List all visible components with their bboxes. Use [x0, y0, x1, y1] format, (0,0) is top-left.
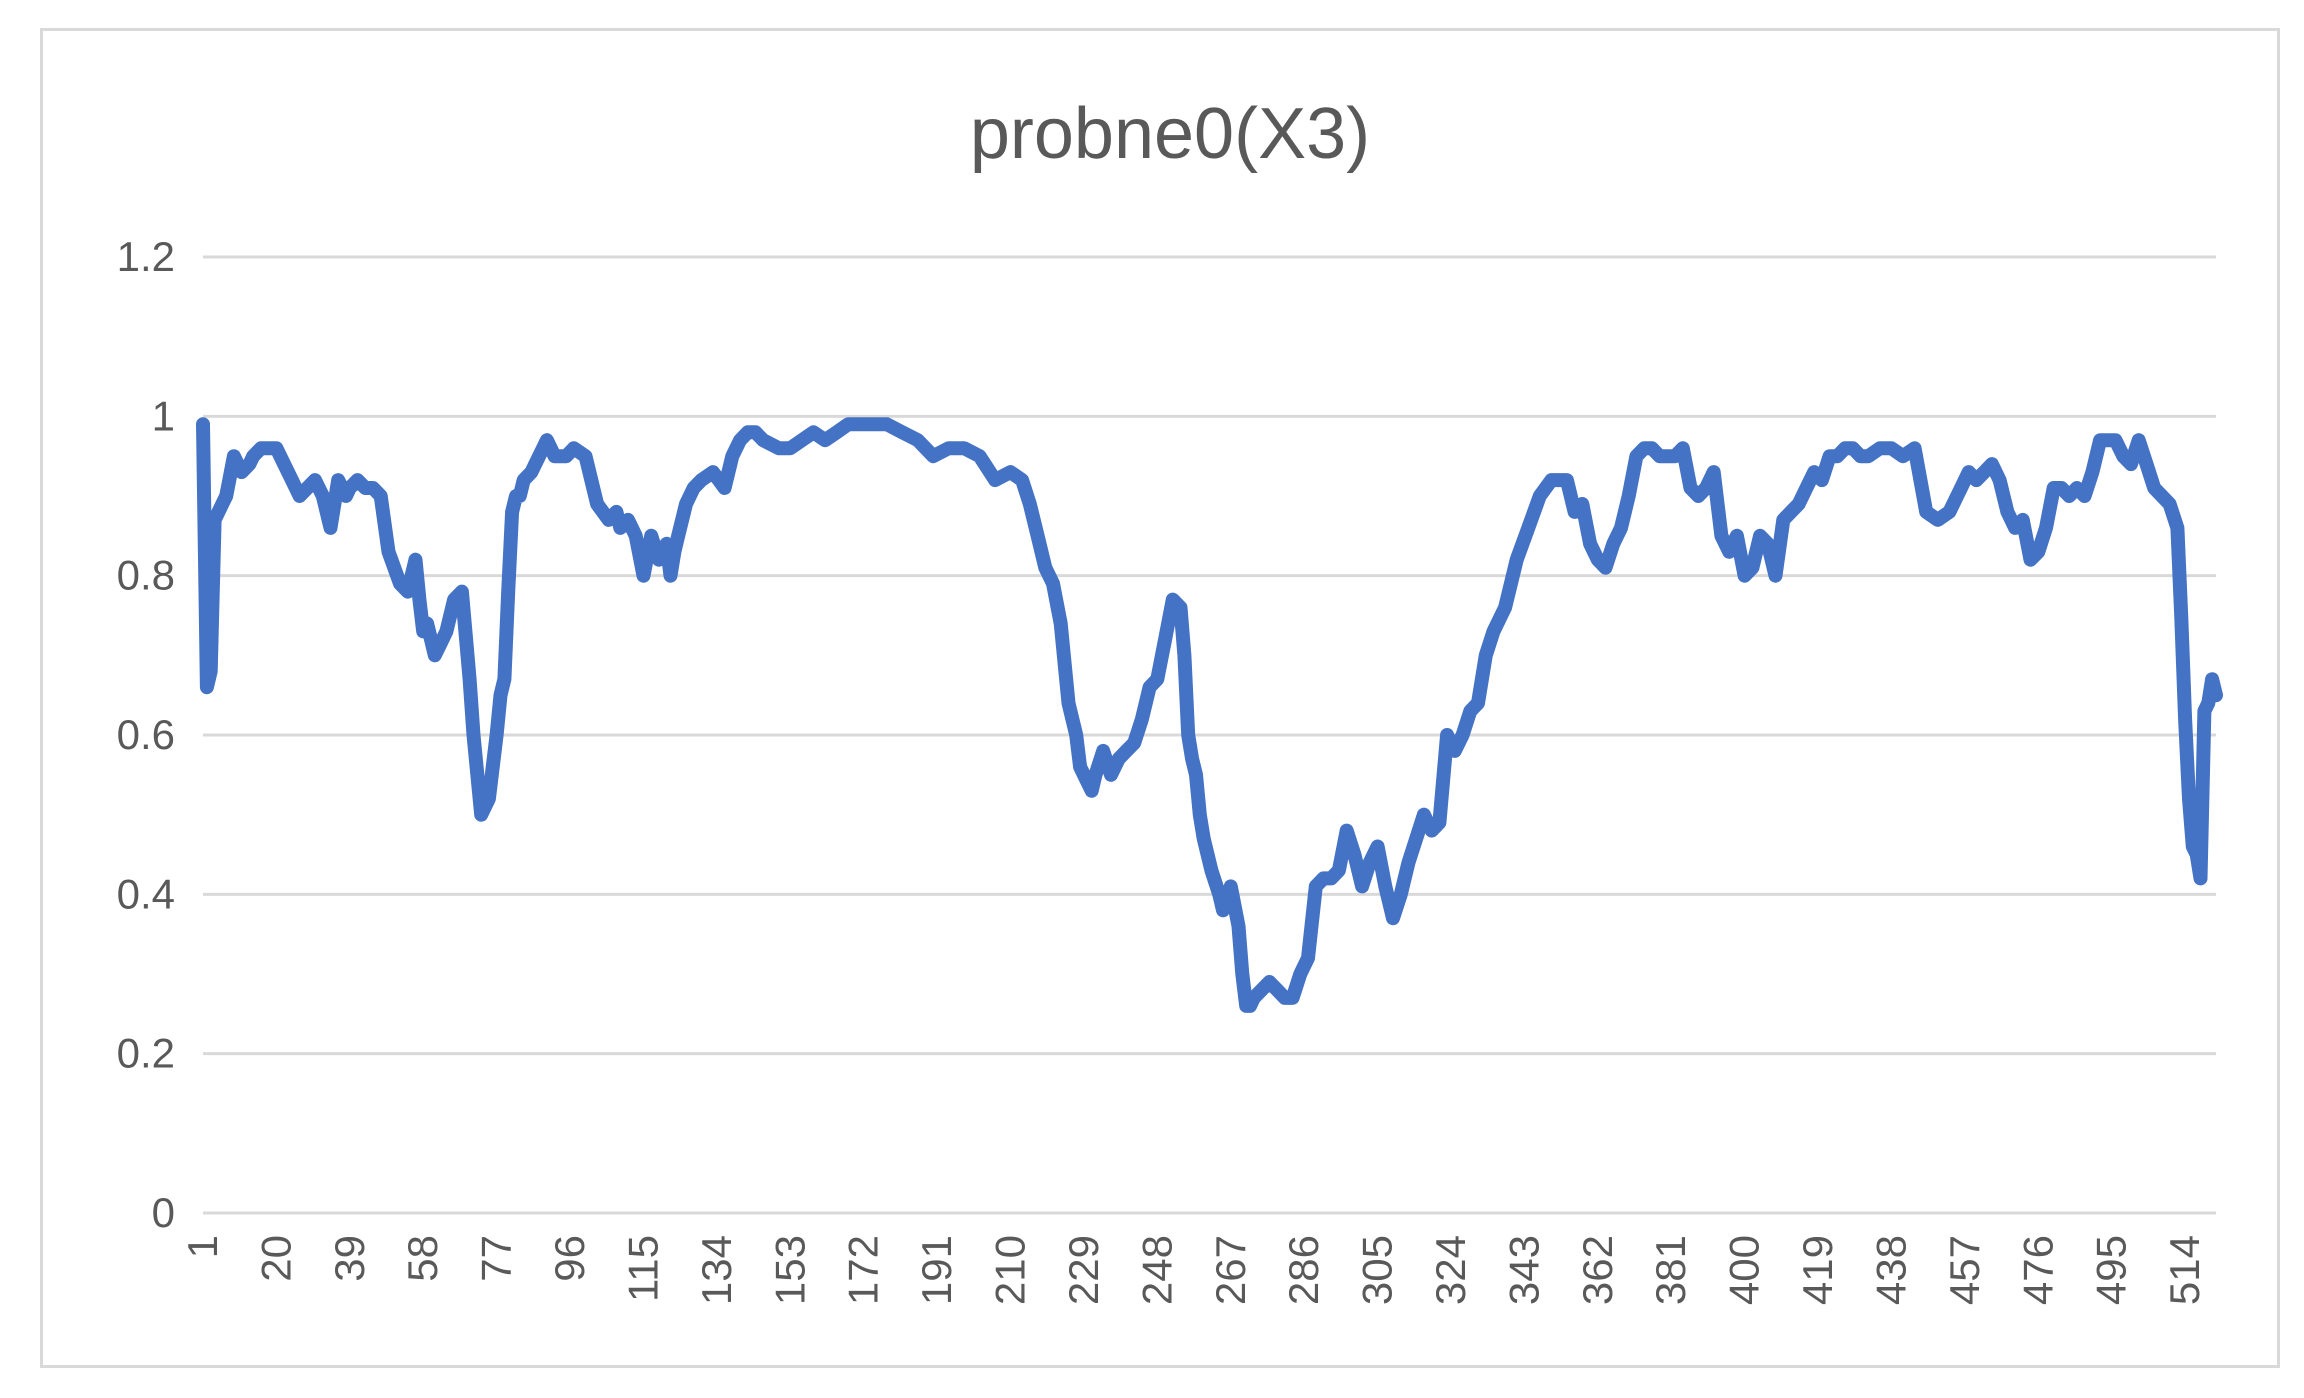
y-tick-label: 1: [152, 392, 175, 439]
y-axis-ticks: 0 0.2 0.4 0.6 0.8 1 1.2: [117, 233, 175, 1236]
x-tick-label: 400: [1721, 1235, 1768, 1305]
x-tick-label: 191: [913, 1235, 960, 1305]
y-tick-label: 0.2: [117, 1030, 175, 1077]
y-tick-label: 0: [152, 1189, 175, 1236]
x-tick-label: 229: [1060, 1235, 1107, 1305]
x-tick-label: 115: [619, 1235, 666, 1302]
x-tick-label: 438: [1867, 1235, 1914, 1305]
y-tick-label: 0.6: [117, 711, 175, 758]
x-tick-label: 210: [987, 1235, 1034, 1305]
chart-frame: probne0(X3) 0 0.2 0.4 0.6 0.8 1 1.2 1 20 39 58 77 9…: [40, 28, 2280, 1368]
y-tick-label: 0.8: [117, 552, 175, 599]
x-tick-label: 172: [840, 1235, 887, 1305]
x-tick-label: 343: [1500, 1235, 1547, 1305]
x-tick-label: 324: [1427, 1235, 1474, 1305]
chart-svg: probne0(X3) 0 0.2 0.4 0.6 0.8 1 1.2 1 20 39 58 77 9…: [117, 94, 2223, 1305]
x-tick-label: 286: [1280, 1235, 1327, 1305]
x-tick-label: 381: [1647, 1235, 1694, 1305]
x-tick-label: 134: [693, 1235, 740, 1305]
x-tick-label: 20: [252, 1235, 299, 1282]
chart-title: probne0(X3): [970, 94, 1370, 174]
y-tick-label: 0.4: [117, 870, 175, 917]
x-tick-label: 495: [2088, 1235, 2135, 1305]
y-tick-label: 1.2: [117, 233, 175, 280]
x-axis-ticks: 1 20 39 58 77 96 115 134 153 172 191 210 229 248 267 28…: [179, 1235, 2208, 1305]
x-tick-label: 248: [1133, 1235, 1180, 1305]
x-tick-label: 457: [1941, 1235, 1988, 1305]
x-tick-label: 305: [1354, 1235, 1401, 1305]
x-tick-label: 153: [766, 1235, 813, 1305]
x-tick-label: 96: [546, 1235, 593, 1282]
x-tick-label: 419: [1794, 1235, 1841, 1305]
x-tick-label: 1: [179, 1235, 226, 1258]
x-tick-label: 58: [399, 1235, 446, 1282]
x-tick-label: 77: [473, 1235, 520, 1282]
gridlines: [203, 255, 2216, 1215]
x-tick-label: 267: [1207, 1235, 1254, 1305]
x-tick-label: 514: [2161, 1235, 2208, 1305]
x-tick-label: 476: [2014, 1235, 2061, 1305]
x-tick-label: 362: [1574, 1235, 1621, 1305]
x-tick-label: 39: [326, 1235, 373, 1282]
series-line: [196, 417, 2223, 1013]
